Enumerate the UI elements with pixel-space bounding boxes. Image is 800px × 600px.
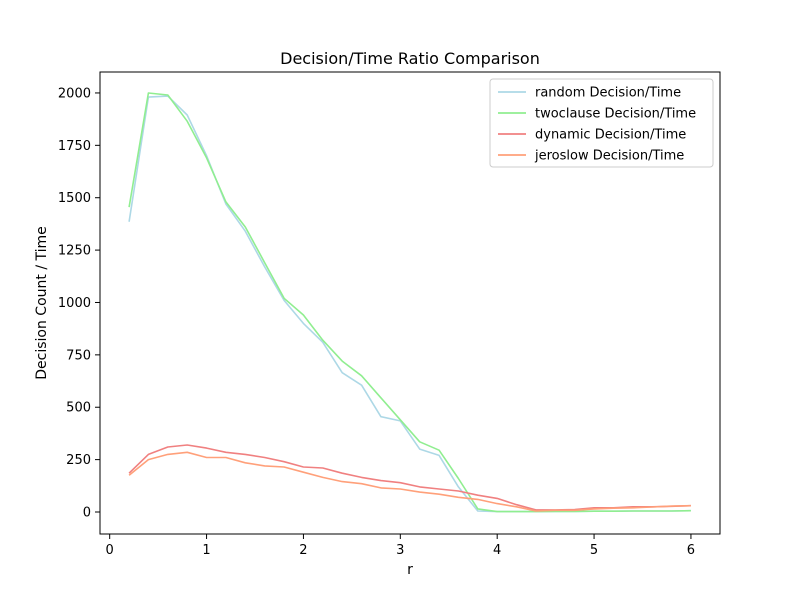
y-tick-label: 1250 [58, 244, 91, 259]
x-tick-label: 4 [493, 543, 501, 558]
legend-box [489, 78, 714, 168]
series-lines [128, 92, 691, 513]
y-axis-label: Decision Count / Time [34, 226, 50, 380]
x-tick-label: 5 [590, 543, 598, 558]
x-tick-label: 2 [299, 543, 307, 558]
y-tick-label: 0 [83, 506, 91, 521]
chart-title: Decision/Time Ratio Comparison [280, 49, 540, 68]
y-tick-label: 500 [66, 401, 91, 416]
x-tick-label: 1 [202, 543, 210, 558]
plot-area [99, 71, 721, 535]
series-line [128, 444, 691, 511]
series-line [128, 451, 691, 512]
y-tick-label: 250 [66, 453, 91, 468]
y-tick-label: 2000 [58, 86, 91, 101]
y-tick-label: 1750 [58, 139, 91, 154]
legend-label: jeroslow Decision/Time [534, 149, 684, 164]
x-axis: 0 1 2 3 4 5 6 [106, 534, 695, 558]
x-tick-label: 6 [687, 543, 695, 558]
y-tick-label: 1000 [58, 296, 91, 311]
x-tick-label: 0 [106, 543, 114, 558]
legend: random Decision/Time twoclause Decision/T… [489, 78, 714, 168]
y-tick-label: 750 [66, 348, 91, 363]
series-line [128, 92, 691, 513]
y-axis: 0 250 500 750 1000 1250 1500 1750 2000 [58, 86, 100, 521]
y-tick-label: 1500 [58, 191, 91, 206]
legend-label: random Decision/Time [535, 86, 681, 101]
legend-label: twoclause Decision/Time [535, 107, 696, 122]
x-axis-label: r [407, 562, 413, 578]
legend-label: dynamic Decision/Time [535, 128, 686, 143]
x-tick-label: 3 [396, 543, 404, 558]
